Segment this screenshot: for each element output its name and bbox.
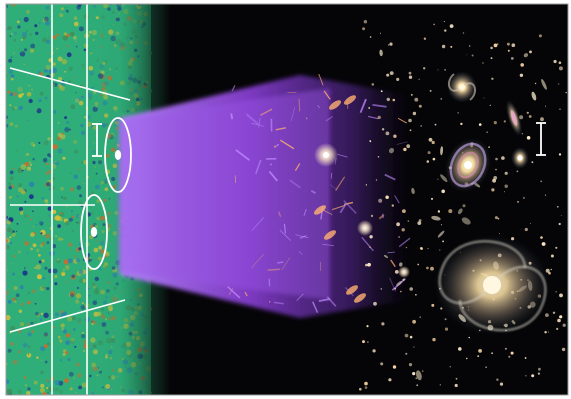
small-galaxy-right xyxy=(511,147,529,169)
light-beam xyxy=(118,73,411,318)
bright-star-beam xyxy=(314,143,410,278)
spiral-galaxy-top xyxy=(447,71,477,103)
ellipse-upper xyxy=(104,117,132,193)
scale-bar-right xyxy=(536,122,546,156)
spiral-galaxy-middle xyxy=(444,137,492,193)
spiral-galaxy-large xyxy=(434,235,550,335)
scale-bar-left xyxy=(92,123,102,157)
ellipse-lower xyxy=(80,194,108,270)
edge-on-galaxy xyxy=(505,99,523,137)
image-frame xyxy=(5,3,569,396)
filament-structure xyxy=(227,73,411,313)
galaxy-field xyxy=(314,20,567,391)
